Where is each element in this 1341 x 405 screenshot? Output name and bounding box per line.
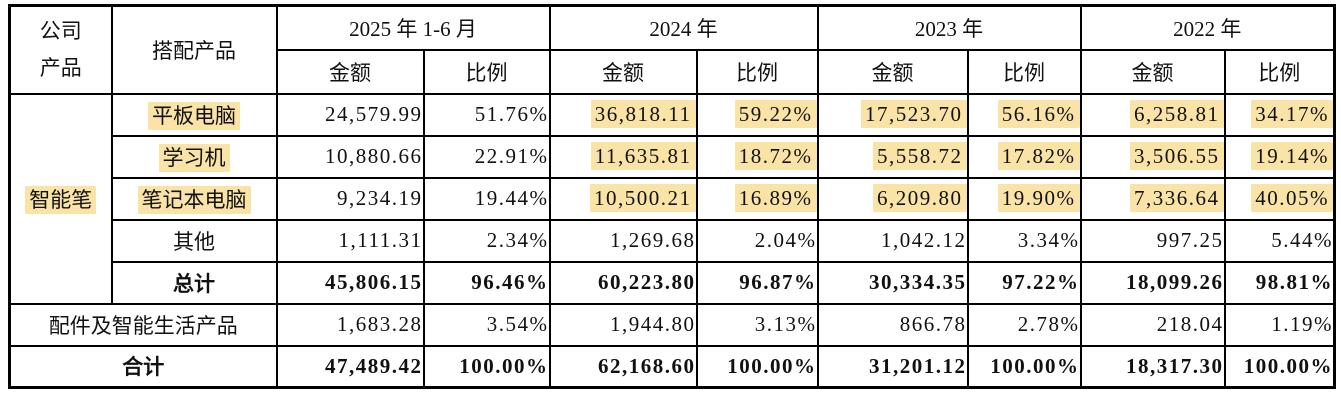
cell-ratio: 16.89% <box>695 176 819 221</box>
cell-ratio: 40.05% <box>1223 176 1336 221</box>
cell-ratio: 100.00% <box>966 344 1082 389</box>
cell-amount: 3,506.55 <box>1079 134 1226 179</box>
cell-ratio: 100.00% <box>695 344 819 389</box>
table-row-grand-total: 合计 47,489.42 100.00% 62,168.60 100.00% 3… <box>8 344 1336 389</box>
cell-ratio: 98.81% <box>1223 260 1336 305</box>
header-company-product-label: 公司 产品 <box>39 19 82 80</box>
cell-amount: 24,579.99 <box>275 92 425 137</box>
cell-ratio: 18.72% <box>695 134 819 179</box>
row-label: 平板电脑 <box>110 92 278 137</box>
table-row-learning-machine: 学习机 10,880.66 22.91% 11,635.81 18.72% 5,… <box>10 134 1336 179</box>
cell-ratio: 19.44% <box>422 176 551 221</box>
header-company-product: 公司 产品 <box>8 4 113 95</box>
header-paired-product: 搭配产品 <box>110 4 278 95</box>
cell-ratio: 3.34% <box>966 218 1082 263</box>
header-ratio-2023: 比例 <box>966 48 1082 95</box>
cell-amount: 1,111.31 <box>275 218 425 263</box>
cell-ratio: 100.00% <box>422 344 551 389</box>
company-product-label: 智能笔 <box>25 185 97 214</box>
table-row-accessories: 配件及智能生活产品 1,683.28 3.54% 1,944.80 3.13% … <box>8 302 1336 347</box>
cell-amount: 1,042.12 <box>816 218 969 263</box>
cell-ratio: 96.46% <box>422 260 551 305</box>
cell-amount: 18,317.30 <box>1079 344 1226 389</box>
header-row-subcolumns: 金额 比例 金额 比例 金额 比例 金额 比例 <box>10 48 1336 95</box>
header-ratio-2025h1: 比例 <box>422 48 551 95</box>
cell-amount: 997.25 <box>1079 218 1226 263</box>
cell-amount: 1,683.28 <box>275 302 425 347</box>
cell-amount: 5,558.72 <box>816 134 969 179</box>
cell-amount: 11,635.81 <box>548 134 698 179</box>
row-label: 合计 <box>8 344 278 389</box>
row-label: 学习机 <box>110 134 278 179</box>
header-amount-2025h1: 金额 <box>275 48 425 95</box>
cell-amount: 866.78 <box>816 302 969 347</box>
table-row-laptop: 笔记本电脑 9,234.19 19.44% 10,500.21 16.89% 6… <box>10 176 1336 221</box>
cell-amount: 47,489.42 <box>275 344 425 389</box>
header-year-2025h1: 2025 年 1-6 月 <box>275 4 551 51</box>
cell-amount: 10,880.66 <box>275 134 425 179</box>
cell-ratio: 51.76% <box>422 92 551 137</box>
cell-amount: 60,223.80 <box>548 260 698 305</box>
table-row-other: 其他 1,111.31 2.34% 1,269.68 2.04% 1,042.1… <box>10 218 1336 263</box>
cell-amount: 1,944.80 <box>548 302 698 347</box>
cell-amount: 45,806.15 <box>275 260 425 305</box>
cell-amount: 18,099.26 <box>1079 260 1226 305</box>
cell-ratio: 2.04% <box>695 218 819 263</box>
header-amount-2022: 金额 <box>1079 48 1226 95</box>
cell-ratio: 19.14% <box>1223 134 1336 179</box>
product-revenue-table: 公司 产品 搭配产品 2025 年 1-6 月 2024 年 2023 年 20… <box>8 4 1336 389</box>
header-ratio-2024: 比例 <box>695 48 819 95</box>
cell-ratio: 19.90% <box>966 176 1082 221</box>
header-amount-2024: 金额 <box>548 48 698 95</box>
cell-ratio: 22.91% <box>422 134 551 179</box>
cell-ratio: 3.54% <box>422 302 551 347</box>
table-row-tablet: 智能笔 平板电脑 24,579.99 51.76% 36,818.11 59.2… <box>8 92 1336 305</box>
cell-amount: 9,234.19 <box>275 176 425 221</box>
header-row-years: 公司 产品 搭配产品 2025 年 1-6 月 2024 年 2023 年 20… <box>8 4 1336 95</box>
cell-amount: 218.04 <box>1079 302 1226 347</box>
cell-ratio: 5.44% <box>1223 218 1336 263</box>
header-amount-2023: 金额 <box>816 48 969 95</box>
cell-ratio: 56.16% <box>966 92 1082 137</box>
cell-amount: 30,334.35 <box>816 260 969 305</box>
cell-amount: 62,168.60 <box>548 344 698 389</box>
row-label: 总计 <box>110 260 278 305</box>
cell-ratio: 96.87% <box>695 260 819 305</box>
row-label: 配件及智能生活产品 <box>8 302 278 347</box>
cell-ratio: 34.17% <box>1223 92 1336 137</box>
cell-amount: 10,500.21 <box>548 176 698 221</box>
cell-ratio: 1.19% <box>1223 302 1336 347</box>
cell-amount: 6,209.80 <box>816 176 969 221</box>
cell-amount: 17,523.70 <box>816 92 969 137</box>
cell-ratio: 100.00% <box>1223 344 1336 389</box>
row-label: 其他 <box>110 218 278 263</box>
cell-amount: 7,336.64 <box>1079 176 1226 221</box>
cell-ratio: 59.22% <box>695 92 819 137</box>
company-product-cell: 智能笔 <box>8 92 113 305</box>
cell-amount: 6,258.81 <box>1079 92 1226 137</box>
header-year-2023: 2023 年 <box>816 4 1082 51</box>
cell-ratio: 17.82% <box>966 134 1082 179</box>
header-year-2024: 2024 年 <box>548 4 819 51</box>
header-year-2022: 2022 年 <box>1079 4 1336 51</box>
row-label: 笔记本电脑 <box>110 176 278 221</box>
cell-ratio: 2.78% <box>966 302 1082 347</box>
cell-amount: 1,269.68 <box>548 218 698 263</box>
cell-ratio: 2.34% <box>422 218 551 263</box>
table-row-subtotal: 总计 45,806.15 96.46% 60,223.80 96.87% 30,… <box>10 260 1336 305</box>
header-ratio-2022: 比例 <box>1223 48 1336 95</box>
cell-amount: 31,201.12 <box>816 344 969 389</box>
cell-ratio: 3.13% <box>695 302 819 347</box>
cell-ratio: 97.22% <box>966 260 1082 305</box>
cell-amount: 36,818.11 <box>548 92 698 137</box>
